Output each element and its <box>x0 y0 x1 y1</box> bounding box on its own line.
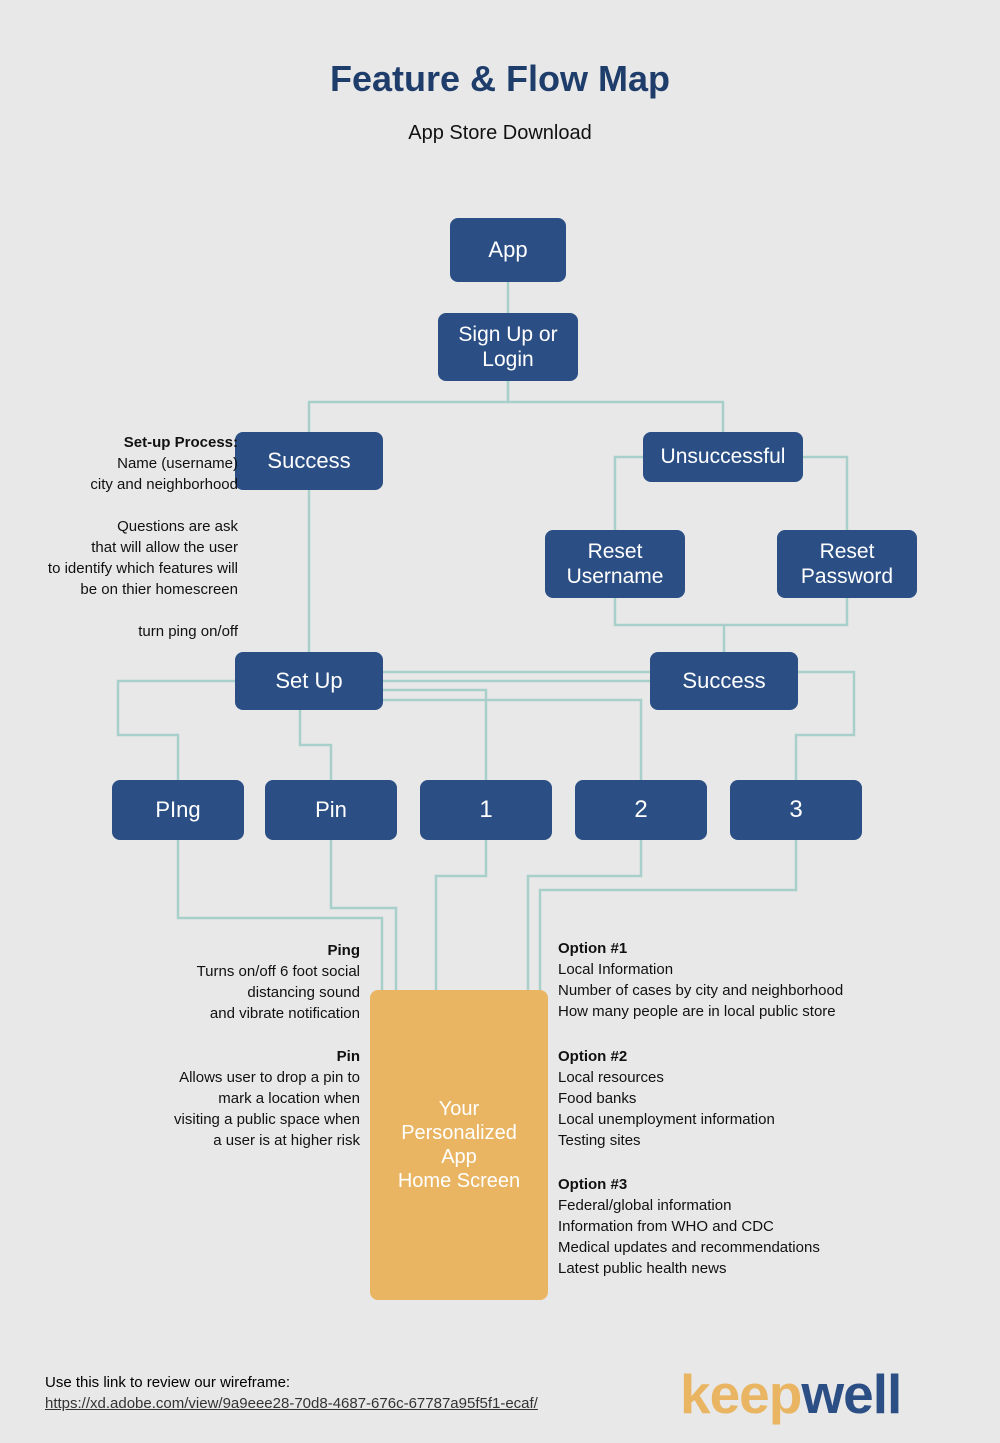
footer-wireframe-link: Use this link to review our wireframe: h… <box>45 1372 538 1414</box>
annotation-line: a user is at higher risk <box>140 1130 360 1151</box>
annotation-line: Latest public health news <box>558 1258 918 1279</box>
annotation-line: Option #3 <box>558 1174 918 1195</box>
annotation-line: Testing sites <box>558 1130 918 1151</box>
flow-edge <box>724 598 847 625</box>
annotation-line: Number of cases by city and neighborhood <box>558 980 918 1001</box>
annotation-pin_text: PinAllows user to drop a pin tomark a lo… <box>140 1046 360 1151</box>
flow-edge <box>118 681 235 780</box>
annotation-line: visiting a public space when <box>140 1109 360 1130</box>
footer-text: Use this link to review our wireframe: <box>45 1374 290 1391</box>
annotation-line: Turns on/off 6 foot social <box>140 961 360 982</box>
annotation-line: Name (username) <box>8 453 238 474</box>
flow-edge <box>508 381 723 432</box>
flow-node-unsuccessful: Unsuccessful <box>643 432 803 482</box>
annotation-line: Set-up Process: <box>8 432 238 453</box>
annotation-line: Information from WHO and CDC <box>558 1216 918 1237</box>
flow-node-home: Your Personalized App Home Screen <box>370 990 548 1300</box>
annotation-line: Option #1 <box>558 938 918 959</box>
annotation-line: Ping <box>140 940 360 961</box>
annotation-line: city and neighborhood <box>8 474 238 495</box>
flow-node-app: App <box>450 218 566 282</box>
annotation-line: distancing sound <box>140 982 360 1003</box>
logo-well: well <box>801 1363 901 1425</box>
keepwell-logo: keepwell <box>680 1362 901 1426</box>
annotation-line: that will allow the user <box>8 537 238 558</box>
annotation-line: Local Information <box>558 959 918 980</box>
annotation-line: Allows user to drop a pin to <box>140 1067 360 1088</box>
annotation-line: Medical updates and recommendations <box>558 1237 918 1258</box>
annotation-option2: Option #2Local resourcesFood banksLocal … <box>558 1046 918 1151</box>
flow-node-setup: Set Up <box>235 652 383 710</box>
annotation-line <box>8 600 238 621</box>
logo-keep: keep <box>680 1363 801 1425</box>
annotation-line: Option #2 <box>558 1046 918 1067</box>
flow-node-success1: Success <box>235 432 383 490</box>
flow-edge <box>309 381 508 432</box>
annotation-line: How many people are in local public stor… <box>558 1001 918 1022</box>
annotation-line: Local resources <box>558 1067 918 1088</box>
flow-node-reset_user: Reset Username <box>545 530 685 598</box>
flow-edge <box>300 710 331 780</box>
flow-edge <box>615 598 724 652</box>
flow-node-pin: Pin <box>265 780 397 840</box>
flow-node-ping: PIng <box>112 780 244 840</box>
flow-node-opt3: 3 <box>730 780 862 840</box>
annotation-line: turn ping on/off <box>8 621 238 642</box>
flow-node-signup: Sign Up or Login <box>438 313 578 381</box>
annotation-line: be on thier homescreen <box>8 579 238 600</box>
wireframe-url[interactable]: https://xd.adobe.com/view/9a9eee28-70d8-… <box>45 1395 538 1412</box>
annotation-line: Food banks <box>558 1088 918 1109</box>
annotation-setup_process: Set-up Process:Name (username)city and n… <box>8 432 238 642</box>
flow-node-success2: Success <box>650 652 798 710</box>
annotation-ping_text: PingTurns on/off 6 foot socialdistancing… <box>140 940 360 1024</box>
flow-node-reset_pass: Reset Password <box>777 530 917 598</box>
annotation-line: to identify which features will <box>8 558 238 579</box>
annotation-line: and vibrate notification <box>140 1003 360 1024</box>
annotation-line <box>8 495 238 516</box>
flow-edge <box>383 700 641 780</box>
annotation-line: Local unemployment information <box>558 1109 918 1130</box>
flow-node-opt2: 2 <box>575 780 707 840</box>
flow-edge <box>383 690 486 780</box>
flow-edge <box>436 840 486 990</box>
annotation-line: Pin <box>140 1046 360 1067</box>
annotation-option1: Option #1Local InformationNumber of case… <box>558 938 918 1022</box>
annotation-line: mark a location when <box>140 1088 360 1109</box>
annotation-option3: Option #3Federal/global informationInfor… <box>558 1174 918 1279</box>
annotation-line: Questions are ask <box>8 516 238 537</box>
flow-node-opt1: 1 <box>420 780 552 840</box>
annotation-line: Federal/global information <box>558 1195 918 1216</box>
